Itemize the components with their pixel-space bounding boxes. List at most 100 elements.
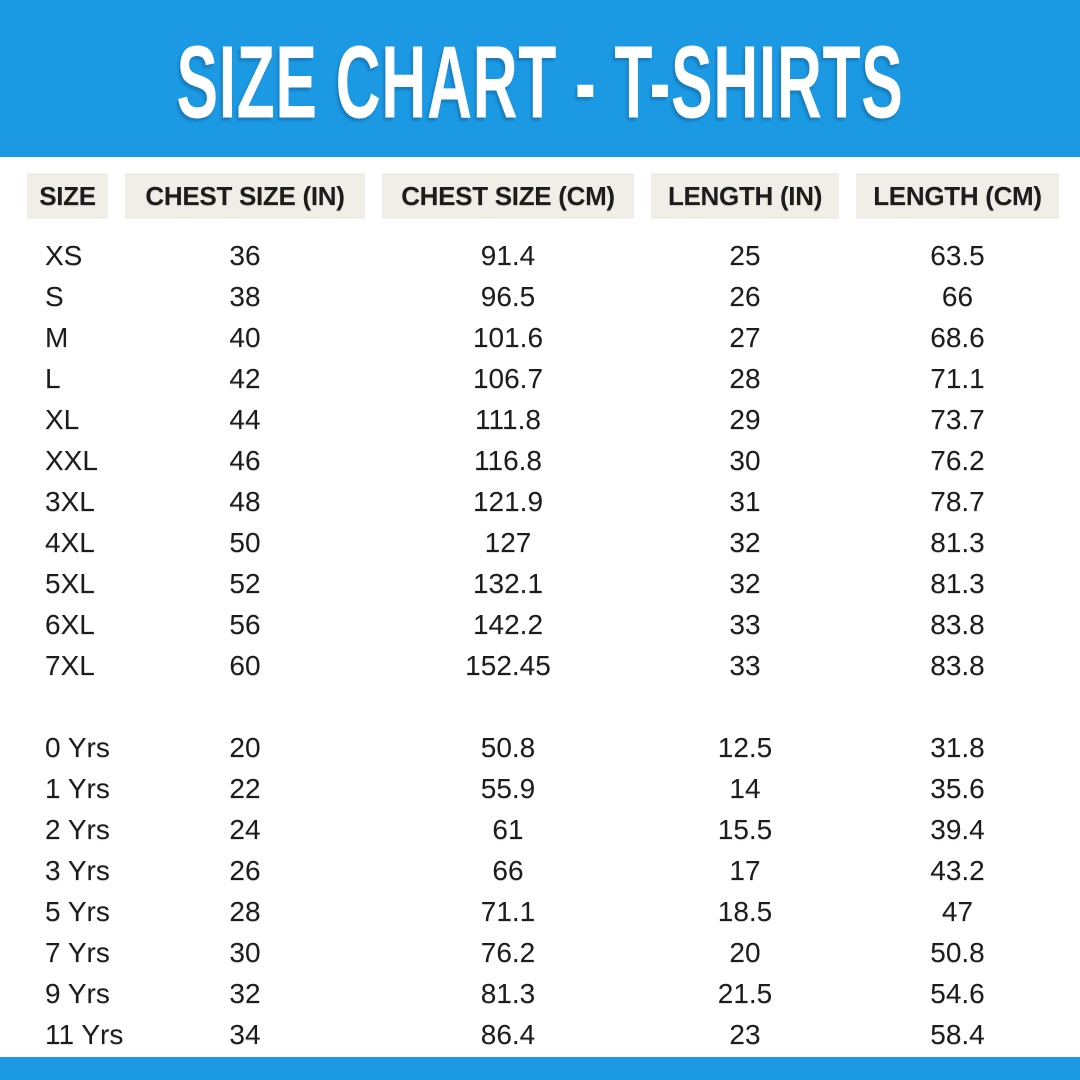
cell-length-in: 28 [729, 362, 761, 394]
cell-size: 2 Yrs [45, 813, 110, 845]
cell-length-in: 29 [729, 403, 761, 435]
column-header-chest-size-in: CHEST SIZE (IN) [125, 173, 365, 219]
cell-length-in: 31 [729, 485, 761, 517]
table-row-0-yrs: 0 Yrs 20 50.8 12.5 31.8 [27, 727, 1058, 768]
cell-size: 3 Yrs [45, 854, 110, 886]
cell-size: 7 Yrs [45, 936, 110, 968]
cell-length-in: 32 [729, 567, 761, 599]
table-row-2-yrs: 2 Yrs 24 61 15.5 39.4 [27, 809, 1058, 850]
cell-chest-in: 22 [229, 772, 261, 804]
table-row-xxl: XXL 46 116.8 30 76.2 [27, 440, 1058, 481]
cell-size: 5XL [45, 567, 95, 599]
column-header-length-cm: LENGTH (CM) [856, 173, 1059, 219]
table-body: XS 36 91.4 25 63.5 S 38 96.5 26 66 M 40 101.6 27 68.6 L… [27, 235, 1058, 1055]
column-header-chest-size-cm: CHEST SIZE (CM) [382, 173, 634, 219]
cell-size: 1 Yrs [45, 772, 110, 804]
cell-chest-cm: 50.8 [480, 731, 536, 763]
cell-length-cm: 63.5 [930, 239, 985, 271]
cell-length-cm: 81.3 [930, 567, 985, 599]
cell-size: XS [45, 239, 83, 271]
cell-chest-cm: 71.1 [480, 895, 536, 927]
cell-length-in: 20 [729, 936, 761, 968]
cell-chest-in: 24 [229, 813, 261, 845]
table-row-9-yrs: 9 Yrs 32 81.3 21.5 54.6 [27, 973, 1058, 1014]
cell-chest-cm: 81.3 [480, 977, 536, 1009]
table-row-1-yrs: 1 Yrs 22 55.9 14 35.6 [27, 768, 1058, 809]
cell-chest-in: 26 [229, 854, 261, 886]
cell-chest-in: 60 [229, 649, 261, 681]
cell-chest-in: 50 [229, 526, 261, 558]
cell-length-cm: 66 [941, 280, 974, 312]
cell-length-in: 15.5 [717, 813, 773, 845]
title-banner: SIZE CHART - T-SHIRTS [0, 0, 1080, 157]
table-row-7-yrs: 7 Yrs 30 76.2 20 50.8 [27, 932, 1058, 973]
cell-length-cm: 83.8 [930, 649, 985, 681]
cell-size: 4XL [45, 526, 95, 558]
cell-length-cm: 39.4 [930, 813, 985, 845]
cell-length-in: 26 [729, 280, 761, 312]
cell-size: 11 Yrs [45, 1018, 124, 1050]
cell-size: S [45, 280, 64, 312]
table-row-3-yrs: 3 Yrs 26 66 17 43.2 [27, 850, 1058, 891]
cell-length-in: 18.5 [717, 895, 773, 927]
cell-chest-cm: 152.45 [465, 649, 551, 681]
cell-length-cm: 54.6 [930, 977, 985, 1009]
cell-chest-in: 46 [229, 444, 261, 476]
column-header-length-in: LENGTH (IN) [651, 173, 839, 219]
cell-size: M [45, 321, 69, 353]
cell-chest-cm: 55.9 [480, 772, 536, 804]
cell-chest-cm: 86.4 [480, 1018, 536, 1050]
cell-length-cm: 71.1 [930, 362, 985, 394]
cell-chest-in: 38 [229, 280, 261, 312]
cell-length-cm: 81.3 [930, 526, 985, 558]
cell-chest-cm: 96.5 [480, 280, 536, 312]
cell-length-cm: 47 [941, 895, 974, 927]
cell-length-in: 25 [729, 239, 761, 271]
cell-chest-in: 36 [229, 239, 261, 271]
table-row-m: M 40 101.6 27 68.6 [27, 317, 1058, 358]
cell-chest-in: 52 [229, 567, 261, 599]
cell-length-cm: 73.7 [930, 403, 985, 435]
cell-length-in: 33 [729, 649, 761, 681]
footer-bar [0, 1057, 1080, 1080]
table-row-5-yrs: 5 Yrs 28 71.1 18.5 47 [27, 891, 1058, 932]
cell-chest-cm: 76.2 [480, 936, 536, 968]
cell-length-in: 27 [729, 321, 761, 353]
size-table: SIZE CHEST SIZE (IN) CHEST SIZE (CM) LENGTH… [0, 157, 1080, 1055]
cell-chest-cm: 106.7 [472, 362, 544, 394]
cell-size: 9 Yrs [45, 977, 110, 1009]
table-row-xs: XS 36 91.4 25 63.5 [27, 235, 1058, 276]
table-header-row: SIZE CHEST SIZE (IN) CHEST SIZE (CM) LENGTH… [27, 173, 1059, 219]
cell-chest-in: 48 [229, 485, 261, 517]
cell-chest-cm: 127 [484, 526, 532, 558]
section-gap [27, 686, 1058, 727]
cell-chest-in: 20 [229, 731, 261, 763]
cell-length-cm: 43.2 [930, 854, 985, 886]
column-header-size: SIZE [27, 173, 108, 219]
cell-length-cm: 58.4 [930, 1018, 985, 1050]
cell-chest-in: 28 [229, 895, 261, 927]
cell-chest-cm: 111.8 [475, 403, 541, 435]
cell-length-cm: 78.7 [930, 485, 985, 517]
cell-size: 7XL [45, 649, 95, 681]
cell-size: XL [45, 403, 80, 435]
cell-size: 3XL [45, 485, 95, 517]
cell-length-in: 33 [729, 608, 761, 640]
table-row-xl: XL 44 111.8 29 73.7 [27, 399, 1058, 440]
table-row-11-yrs: 11 Yrs 34 86.4 23 58.4 [27, 1014, 1058, 1055]
cell-chest-in: 32 [229, 977, 261, 1009]
cell-length-cm: 50.8 [930, 936, 985, 968]
cell-length-cm: 31.8 [930, 731, 985, 763]
cell-size: XXL [45, 444, 98, 476]
cell-chest-in: 40 [229, 321, 261, 353]
cell-length-in: 12.5 [717, 731, 773, 763]
cell-size: 5 Yrs [45, 895, 110, 927]
cell-length-in: 30 [729, 444, 761, 476]
cell-chest-cm: 91.4 [480, 239, 536, 271]
cell-size: 6XL [45, 608, 95, 640]
cell-chest-in: 34 [229, 1018, 261, 1050]
cell-chest-cm: 142.2 [472, 608, 544, 640]
cell-chest-in: 56 [229, 608, 261, 640]
cell-chest-cm: 116.8 [474, 444, 542, 476]
